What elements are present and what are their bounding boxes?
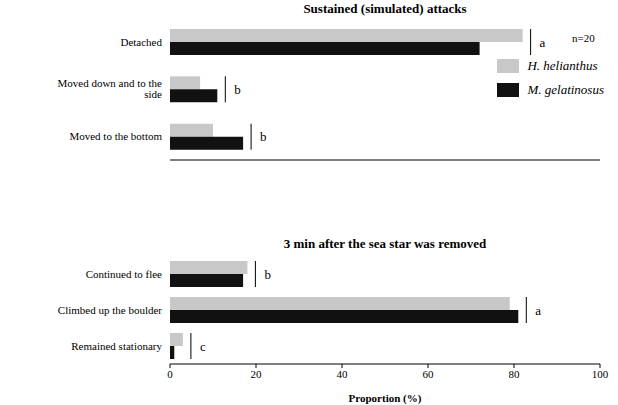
html-text:H. helianthus: H. helianthus	[527, 58, 598, 73]
svg-text:Moved down and to theside: Moved down and to theside	[58, 77, 163, 100]
svg-text:Climbed up the boulder: Climbed up the boulder	[58, 304, 163, 316]
svg-text:Remained stationary: Remained stationary	[71, 340, 162, 352]
svg-text:a: a	[535, 303, 541, 318]
html-text:Sustained (simulated) attacks: Sustained (simulated) attacks	[303, 1, 467, 16]
svg-text:60: 60	[423, 368, 435, 380]
html-text:n=20: n=20	[572, 32, 595, 44]
svg-text:0: 0	[167, 368, 173, 380]
svg-text:b: b	[234, 82, 241, 97]
svg-text:Detached: Detached	[120, 36, 162, 48]
html-text:M. gelatinosus: M. gelatinosus	[527, 82, 604, 97]
svg-text:40: 40	[337, 368, 349, 380]
svg-text:c: c	[200, 339, 206, 354]
svg-text:Continued to flee: Continued to flee	[86, 268, 162, 280]
svg-text:Moved to the bottom: Moved to the bottom	[69, 130, 162, 142]
svg-text:80: 80	[509, 368, 521, 380]
html-text:3 min after the sea star was r: 3 min after the sea star was removed	[283, 236, 487, 251]
svg-text:100: 100	[592, 368, 609, 380]
svg-text:20: 20	[251, 368, 263, 380]
svg-text:b: b	[260, 129, 267, 144]
svg-text:a: a	[540, 35, 546, 50]
svg-text:b: b	[264, 267, 271, 282]
svg-text:Proportion (%): Proportion (%)	[349, 392, 422, 404]
